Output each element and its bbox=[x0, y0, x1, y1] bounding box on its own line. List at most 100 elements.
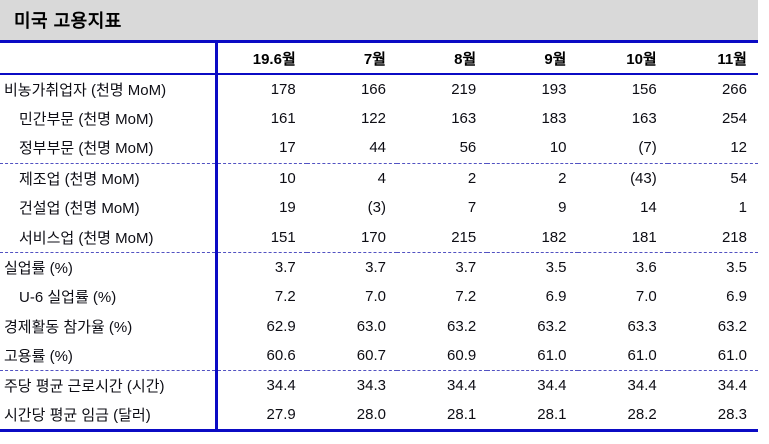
table-row: 제조업 (천명 MoM) 10 4 2 2 (43) 54 bbox=[0, 162, 758, 193]
cell-value: 163 bbox=[451, 110, 477, 128]
cell-value: 14 bbox=[640, 199, 657, 217]
cell-value: 163 bbox=[631, 110, 657, 128]
table-row: 고용률 (%) 60.6 60.7 60.9 61.0 61.0 61.0 bbox=[0, 341, 758, 371]
row-label: 실업률 (%) bbox=[0, 251, 218, 282]
cell-value: 19 bbox=[279, 199, 296, 217]
cell-value: 12 bbox=[730, 139, 747, 157]
cell-value: 6.9 bbox=[545, 288, 567, 306]
cell-value: 4 bbox=[306, 162, 397, 193]
cell-value: (7) bbox=[638, 139, 657, 157]
cell-value: 62.9 bbox=[266, 317, 296, 335]
table-row: 시간당 평균 임금 (달러) 27.9 28.0 28.1 28.1 28.2 28.3 bbox=[0, 400, 758, 432]
column-header: 9월 bbox=[487, 40, 578, 75]
table-row: 실업률 (%) 3.7 3.7 3.7 3.5 3.6 3.5 bbox=[0, 251, 758, 282]
cell-value: 60.7 bbox=[356, 347, 386, 365]
cell-value: 1 bbox=[738, 199, 747, 217]
row-label: 고용률 (%) bbox=[0, 341, 218, 371]
cell-value: 28.2 bbox=[577, 400, 668, 432]
cell-value: 3.6 bbox=[577, 251, 668, 282]
cell-value: 34.3 bbox=[306, 370, 397, 401]
header-row: 19.6월 7월 8월 9월 10월 11월 bbox=[0, 40, 758, 75]
cell-value: 3.5 bbox=[667, 251, 758, 282]
cell-value: 34.4 bbox=[667, 370, 758, 401]
cell-value: 28.1 bbox=[397, 400, 488, 432]
row-label: 주당 평균 근로시간 (시간) bbox=[0, 370, 218, 401]
cell-value: 122 bbox=[360, 110, 386, 128]
cell-value: 27.9 bbox=[216, 400, 307, 432]
cell-value: (3) bbox=[367, 199, 386, 217]
cell-value: 63.2 bbox=[537, 317, 567, 335]
cell-value: 28.1 bbox=[487, 400, 578, 432]
cell-value: 151 bbox=[270, 228, 296, 246]
table-row: 서비스업 (천명 MoM) 151 170 215 182 181 218 bbox=[0, 222, 758, 253]
cell-value: 2 bbox=[487, 162, 578, 193]
cell-value: (43) bbox=[577, 162, 668, 193]
cell-value: 63.3 bbox=[627, 317, 657, 335]
table-row: 정부부문 (천명 MoM) 17 44 56 10 (7) 12 bbox=[0, 133, 758, 164]
column-header: 19.6월 bbox=[216, 40, 307, 75]
cell-value: 3.5 bbox=[487, 251, 578, 282]
cell-value: 6.9 bbox=[726, 288, 747, 306]
cell-value: 61.0 bbox=[717, 347, 747, 365]
table-row: 민간부문 (천명 MoM) 161 122 163 183 163 254 bbox=[0, 103, 758, 134]
row-label: 비농가취업자 (천명 MoM) bbox=[0, 74, 218, 104]
cell-value: 182 bbox=[541, 228, 567, 246]
cell-value: 56 bbox=[459, 139, 477, 157]
cell-value: 10 bbox=[549, 139, 567, 157]
table-body: 비농가취업자 (천명 MoM) 178 166 219 193 156 266 민간부문 (천… bbox=[0, 74, 758, 432]
corner-cell bbox=[0, 40, 218, 75]
cell-value: 3.7 bbox=[397, 251, 488, 282]
table-title-bar: 미국 고용지표 bbox=[0, 0, 758, 40]
cell-value: 63.0 bbox=[356, 317, 386, 335]
cell-value: 63.2 bbox=[717, 317, 747, 335]
column-header: 7월 bbox=[306, 40, 397, 75]
cell-value: 60.6 bbox=[266, 347, 296, 365]
row-label: U-6 실업률 (%) bbox=[0, 281, 218, 312]
cell-value: 17 bbox=[279, 139, 296, 157]
cell-value: 63.2 bbox=[447, 317, 477, 335]
cell-value: 61.0 bbox=[627, 347, 657, 365]
row-label: 민간부문 (천명 MoM) bbox=[0, 103, 218, 134]
cell-value: 28.0 bbox=[306, 400, 397, 432]
cell-value: 193 bbox=[541, 80, 567, 98]
table-row: U-6 실업률 (%) 7.2 7.0 7.2 6.9 7.0 6.9 bbox=[0, 281, 758, 312]
cell-value: 266 bbox=[721, 80, 747, 98]
cell-value: 178 bbox=[270, 80, 296, 98]
cell-value: 7.0 bbox=[365, 288, 386, 306]
cell-value: 34.4 bbox=[216, 370, 307, 401]
row-label: 정부부문 (천명 MoM) bbox=[0, 133, 218, 164]
cell-value: 156 bbox=[631, 80, 657, 98]
cell-value: 254 bbox=[721, 110, 747, 128]
column-header: 11월 bbox=[667, 40, 758, 75]
employment-indicators-table: 19.6월 7월 8월 9월 10월 11월 비농가취업자 (천명 MoM) 17… bbox=[0, 40, 758, 432]
cell-value: 7 bbox=[467, 199, 477, 217]
row-label: 경제활동 참가율 (%) bbox=[0, 311, 218, 342]
cell-value: 34.4 bbox=[397, 370, 488, 401]
cell-value: 218 bbox=[721, 228, 747, 246]
cell-value: 3.7 bbox=[306, 251, 397, 282]
column-header: 10월 bbox=[577, 40, 668, 75]
table-row: 경제활동 참가율 (%) 62.9 63.0 63.2 63.2 63.3 63.2 bbox=[0, 311, 758, 342]
cell-value: 170 bbox=[360, 228, 386, 246]
column-header: 8월 bbox=[397, 40, 488, 75]
table-row: 비농가취업자 (천명 MoM) 178 166 219 193 156 266 bbox=[0, 74, 758, 104]
cell-value: 181 bbox=[631, 228, 657, 246]
row-label: 시간당 평균 임금 (달러) bbox=[0, 400, 218, 432]
row-label: 제조업 (천명 MoM) bbox=[0, 162, 218, 193]
table-row: 건설업 (천명 MoM) 19 (3) 7 9 14 1 bbox=[0, 192, 758, 223]
cell-value: 183 bbox=[541, 110, 567, 128]
cell-value: 61.0 bbox=[537, 347, 567, 365]
cell-value: 10 bbox=[216, 162, 307, 193]
cell-value: 28.3 bbox=[667, 400, 758, 432]
cell-value: 9 bbox=[558, 199, 567, 217]
cell-value: 7.2 bbox=[274, 288, 296, 306]
cell-value: 34.4 bbox=[577, 370, 668, 401]
cell-value: 7.0 bbox=[635, 288, 657, 306]
table-header: 19.6월 7월 8월 9월 10월 11월 bbox=[0, 40, 758, 75]
cell-value: 219 bbox=[451, 80, 477, 98]
row-label: 건설업 (천명 MoM) bbox=[0, 192, 218, 223]
cell-value: 34.4 bbox=[487, 370, 578, 401]
cell-value: 7.2 bbox=[455, 288, 477, 306]
cell-value: 161 bbox=[270, 110, 296, 128]
